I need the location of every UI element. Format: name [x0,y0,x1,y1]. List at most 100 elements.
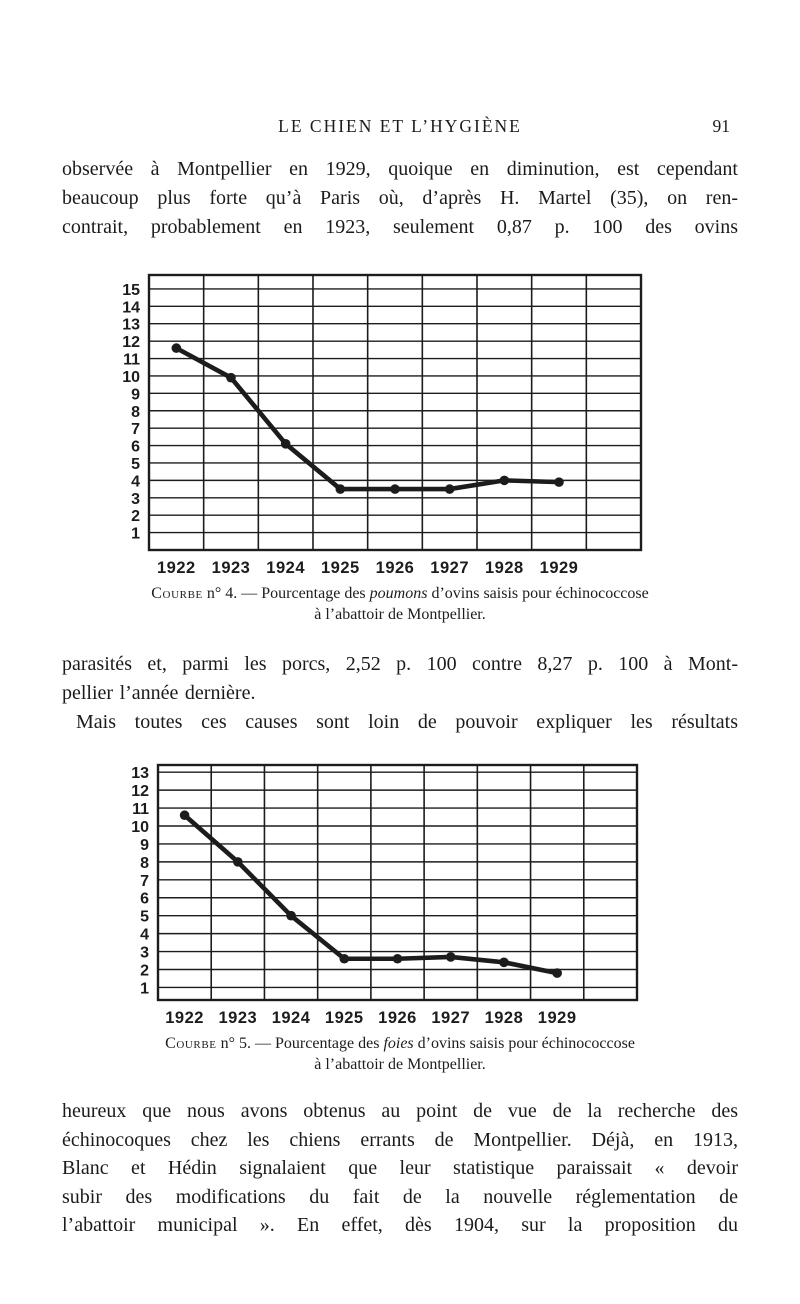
x-axis-tick-label: 1923 [212,559,251,577]
text-line: échinocoques chez les chiens errants de … [62,1128,738,1151]
figure-caption-courbe-4: Courbe n° 4. — Pourcentage des poumons d… [90,583,710,625]
text-line: heureux que nous avons obtenus au point … [62,1100,738,1122]
x-axis-tick-label: 1922 [157,559,196,577]
data-point-marker [233,857,243,867]
data-point-marker [444,484,455,494]
x-axis-tick-label: 1929 [538,1009,577,1027]
paragraph-ovins-montpellier: observée à Montpellier en 1929, quoique … [62,155,738,242]
figure-caption-courbe-5: Courbe n° 5. — Pourcentage des foies d’o… [90,1033,710,1075]
x-axis-tick-label: 1924 [272,1009,311,1027]
y-axis-tick-label: 15 [122,282,140,299]
y-axis-tick-label: 4 [131,473,140,490]
text-line: Blanc et Hédin signalaient que leur stat… [62,1157,738,1180]
data-point-marker [554,477,564,487]
y-axis-tick-label: 2 [140,963,149,980]
y-axis-tick-label: 5 [131,456,140,473]
y-axis-tick-label: 14 [122,299,140,316]
plot-border [147,273,643,552]
caption-line-1: Courbe n° 5. — Pourcentage des foies d’o… [90,1033,710,1054]
data-point-marker [552,968,562,978]
caption-label: Courbe [151,585,203,602]
data-series-line [182,812,560,976]
y-axis-tick-label: 7 [140,873,149,890]
y-axis-tick-label: 12 [131,783,149,800]
data-point-marker [286,910,296,921]
y-axis-tick-label: 8 [140,855,149,872]
data-point-marker [499,475,510,486]
caption-text: n° 4. — Pourcentage des [202,585,370,602]
running-head: LE CHIEN ET L’HYGIÈNE 91 [62,116,738,138]
caption-text: d’ovins saisis pour échinococcose [413,1035,635,1052]
caption-text: d’ovins saisis pour échinococcose [427,585,649,602]
y-axis-tick-label: 11 [132,801,149,818]
x-axis-tick-label: 1928 [485,559,524,577]
text-line: parasités et, parmi les porcs, 2,52 p. 1… [62,653,738,675]
x-axis-tick-label: 1925 [325,1009,364,1027]
caption-line-2: à l’abattoir de Montpellier. [314,606,486,623]
x-axis-tick-label: 1923 [218,1009,257,1027]
x-axis-tick-label: 1926 [378,1009,417,1027]
y-axis-tick-label: 6 [131,439,140,456]
y-axis-tick-label: 10 [131,819,149,836]
figure-courbe-5: 1 2 3 4 5 6 7 8 9 10 11 12 13 1922 1923 1924 1925 1926 192… [110,761,660,1027]
page-number: 91 [712,116,731,136]
y-axis-tick-label: 9 [140,837,149,854]
x-axis-tick-label: 1922 [165,1009,204,1027]
data-point-marker [499,957,509,968]
paragraph-heureux-resultats: heureux que nous avons obtenus au point … [62,1097,738,1240]
data-point-marker [280,439,291,449]
y-axis-tick-label: 12 [122,334,140,351]
x-axis-tick-label: 1925 [321,559,360,577]
y-axis-tick-label: 1 [140,980,149,997]
data-point-marker [390,484,400,494]
data-point-marker [339,953,350,964]
y-axis-tick-label: 11 [123,352,140,369]
paragraph-mais-toutes: Mais toutes ces causes sont loin de pouv… [62,708,738,737]
x-axis-tick-label: 1927 [431,1009,470,1027]
plot-border [156,763,639,1002]
y-axis-tick-label: 4 [140,927,149,944]
figure-courbe-4: 1 2 3 4 5 6 7 8 9 10 11 12 13 14 15 1922 1923 1924 1925 192… [103,271,663,583]
data-point-marker [335,484,346,494]
caption-label: Courbe [165,1035,217,1052]
y-axis-tick-label: 3 [131,491,140,508]
y-axis-tick-label: 13 [122,317,140,334]
y-axis-tick-label: 1 [131,526,140,543]
text-line: beaucoup plus forte qu’à Paris où, d’apr… [62,187,738,209]
x-axis-tick-label: 1926 [376,559,415,577]
text-line: subir des modifications du fait de la no… [62,1185,738,1208]
x-axis-tick-label: 1927 [430,559,469,577]
data-point-marker [226,372,236,383]
x-axis-tick-label: 1929 [540,559,579,577]
data-series-line [174,345,562,492]
x-axis-tick-label: 1928 [485,1009,524,1027]
y-axis-tick-label: 6 [140,891,149,908]
running-head-title: LE CHIEN ET L’HYGIÈNE [278,116,522,136]
y-axis-tick-label: 5 [140,909,149,926]
caption-line-1: Courbe n° 4. — Pourcentage des poumons d… [90,583,710,604]
caption-text: n° 5. — Pourcentage des [216,1035,384,1052]
text-line: contrait, probablement en 1923, seulemen… [62,216,738,238]
text-line: pellier l’année dernière. [62,682,256,704]
y-axis-tick-label: 7 [131,421,140,438]
y-axis-tick-label: 3 [140,945,149,962]
text-line: observée à Montpellier en 1929, quoique … [62,158,738,180]
x-axis-tick-label: 1924 [266,559,305,577]
text-line: l’abattoir municipal ». En effet, dès 19… [62,1214,738,1237]
caption-italic-word: foies [383,1035,414,1052]
caption-line-2: à l’abattoir de Montpellier. [314,1056,486,1073]
y-axis-tick-label: 8 [131,404,140,421]
data-point-marker [179,810,190,821]
text-line: Mais toutes ces causes sont loin de pouv… [76,711,738,733]
y-axis-tick-label: 9 [131,386,140,403]
y-axis-tick-label: 13 [131,765,149,782]
data-point-marker [171,343,182,353]
y-axis-tick-label: 10 [122,369,140,386]
paragraph-porcs: parasités et, parmi les porcs, 2,52 p. 1… [62,650,738,708]
caption-italic-word: poumons [369,585,428,602]
y-axis-tick-label: 2 [131,508,140,525]
data-point-marker [392,953,403,964]
